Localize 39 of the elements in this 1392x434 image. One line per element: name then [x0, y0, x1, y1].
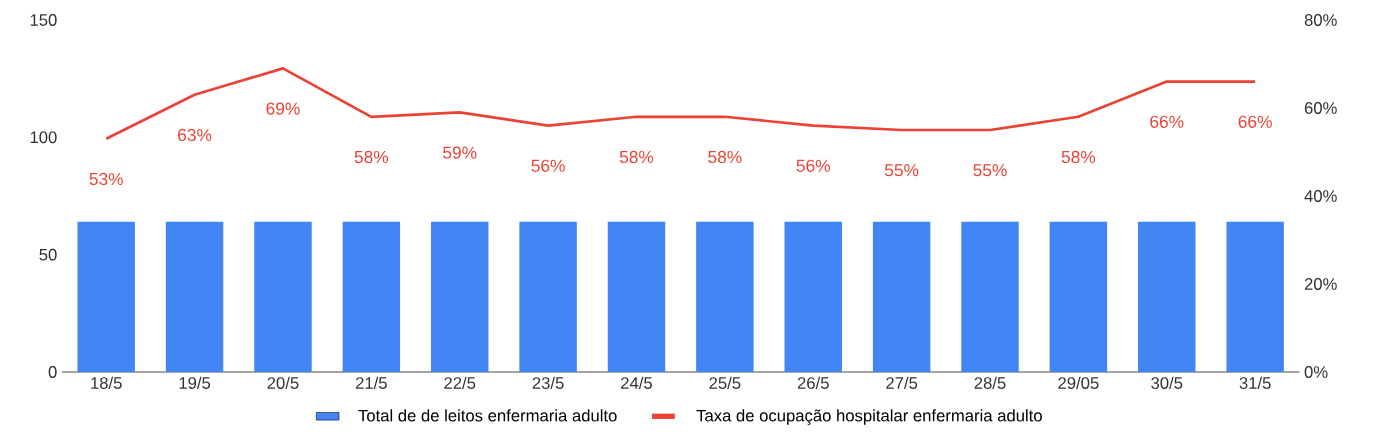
data-label: 58%	[619, 150, 654, 164]
data-label: 55%	[884, 164, 919, 177]
x-tick-label: 25/5	[709, 376, 741, 389]
data-label: 69%	[266, 102, 300, 115]
data-label: 55%	[973, 164, 1007, 177]
legend-label: Total de de leitos enfermaria adulto	[358, 409, 617, 422]
x-tick-label: 30/5	[1151, 376, 1183, 389]
y-tick-label: 150	[30, 14, 57, 26]
y2-tick-label: 40%	[1304, 190, 1337, 202]
x-tick-label: 22/5	[444, 376, 476, 389]
x-tick-label: 29/05	[1058, 376, 1099, 389]
data-label: 53%	[89, 172, 123, 186]
data-label: 63%	[178, 128, 212, 142]
y2-tick-label: 80%	[1304, 14, 1337, 26]
data-label: 59%	[443, 146, 477, 159]
x-tick-label: 21/5	[355, 376, 387, 389]
x-tick-label: 18/5	[91, 376, 122, 389]
x-tick-label: 28/5	[974, 376, 1006, 389]
y2-tick-label: 0%	[1304, 366, 1328, 378]
x-tick-label: 19/5	[179, 376, 211, 389]
data-label: 58%	[354, 150, 389, 164]
x-tick-label: 24/5	[621, 376, 653, 389]
x-tick-label: 23/5	[532, 376, 564, 389]
data-label: 58%	[708, 150, 742, 164]
data-label: 56%	[796, 159, 830, 172]
data-label: 66%	[1238, 115, 1272, 128]
x-tick-label: 26/5	[797, 376, 829, 389]
y2-tick-label: 60%	[1304, 102, 1337, 114]
x-tick-label: 31/5	[1239, 376, 1271, 389]
data-label: 58%	[1061, 150, 1096, 164]
y-tick-label: 50	[39, 248, 57, 261]
y-tick-label: 0	[48, 366, 57, 378]
x-tick-label: 27/5	[886, 376, 918, 389]
y-tick-label: 100	[30, 131, 57, 144]
data-label: 56%	[531, 159, 565, 172]
x-tick-label: 20/5	[267, 376, 299, 389]
data-label: 66%	[1150, 115, 1184, 128]
legend-label: Taxa de ocupação hospitalar enfermaria adulto	[696, 409, 1042, 425]
y2-tick-label: 20%	[1304, 278, 1337, 290]
